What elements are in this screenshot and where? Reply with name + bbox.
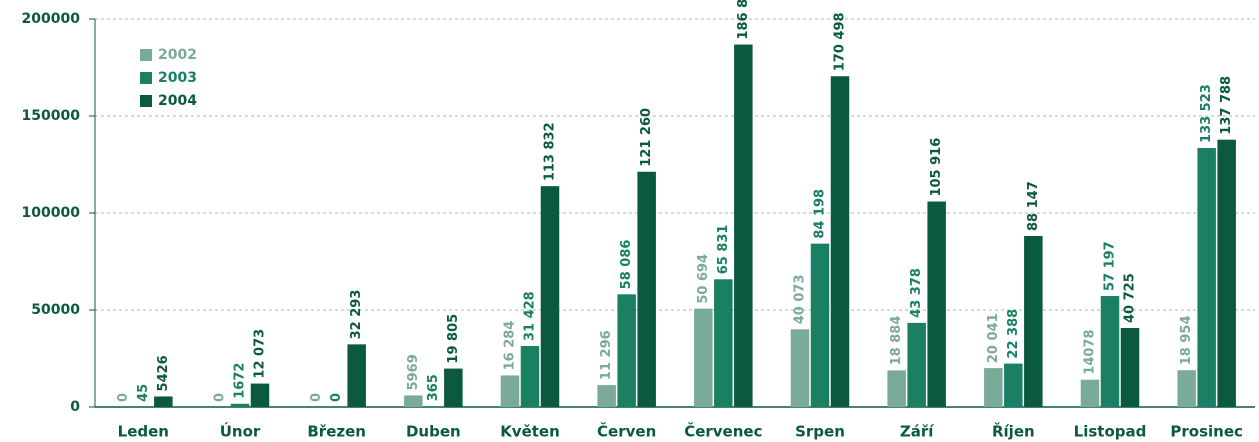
x-tick-label: Listopad <box>1074 423 1147 441</box>
x-tick-label: Leden <box>118 423 169 441</box>
legend-label: 2004 <box>158 93 197 109</box>
bar <box>230 403 250 407</box>
value-label: 43 378 <box>909 268 924 318</box>
bar <box>1197 147 1216 407</box>
value-label: 186 835 <box>736 0 751 40</box>
bar <box>347 344 366 407</box>
value-label: 12 073 <box>253 329 268 379</box>
x-tick-label: Únor <box>220 422 261 441</box>
value-label: 40 725 <box>1123 273 1138 323</box>
bar <box>694 308 713 407</box>
value-label: 22 388 <box>1006 309 1021 359</box>
bar <box>404 395 423 407</box>
legend-swatch <box>140 49 152 61</box>
value-label: 1672 <box>233 363 248 399</box>
legend-label: 2002 <box>158 47 197 63</box>
value-label: 50 694 <box>696 254 711 304</box>
bar <box>887 370 906 407</box>
bar <box>927 201 946 407</box>
value-label: 19 805 <box>446 314 461 364</box>
x-tick-label: Říjen <box>992 422 1035 441</box>
y-tick-label: 50000 <box>31 302 80 318</box>
bar <box>1080 379 1100 407</box>
value-label: 45 <box>136 384 151 402</box>
value-label: 11 296 <box>599 330 614 380</box>
value-label: 121 260 <box>639 108 654 167</box>
bar <box>907 322 926 407</box>
value-label: 16 284 <box>503 321 518 371</box>
value-label: 31 428 <box>523 291 538 341</box>
bar <box>520 346 540 407</box>
bar <box>1120 327 1140 407</box>
value-label: 113 832 <box>543 122 558 181</box>
value-label: 0 <box>116 393 131 402</box>
x-tick-label: Září <box>900 423 934 441</box>
value-label: 18 884 <box>889 316 904 366</box>
bar <box>830 76 850 407</box>
value-label: 65 831 <box>716 225 731 275</box>
value-label: 133 523 <box>1199 84 1214 143</box>
bar <box>1024 235 1043 407</box>
bar <box>500 375 520 407</box>
bar <box>1004 363 1023 407</box>
value-label: 14078 <box>1083 329 1098 374</box>
value-label: 365 <box>426 374 441 401</box>
value-label: 84 198 <box>813 189 828 239</box>
value-label: 18 954 <box>1179 315 1194 365</box>
x-tick-label: Květen <box>500 423 560 441</box>
y-tick-label: 100000 <box>22 205 81 221</box>
value-label: 5426 <box>156 355 171 391</box>
value-label: 20 041 <box>986 313 1001 363</box>
bar <box>810 243 830 407</box>
value-label: 137 788 <box>1219 76 1234 135</box>
y-tick-label: 200000 <box>22 11 81 27</box>
bar <box>540 186 560 407</box>
x-tick-label: Červen <box>597 422 656 441</box>
x-tick-label: Duben <box>406 423 461 441</box>
x-tick-label: Červenec <box>684 422 762 441</box>
bar <box>154 396 173 407</box>
legend-swatch <box>140 72 152 84</box>
bar <box>444 368 463 407</box>
x-tick-label: Prosinec <box>1170 423 1243 441</box>
value-label: 0 <box>309 393 324 402</box>
value-label: 32 293 <box>349 290 364 340</box>
bar <box>597 385 616 407</box>
value-label: 0 <box>213 393 228 402</box>
bar <box>984 368 1003 407</box>
bar <box>734 44 753 407</box>
bar <box>637 171 656 407</box>
bar <box>1100 296 1120 407</box>
value-label: 58 086 <box>619 240 634 290</box>
y-tick-label: 150000 <box>22 108 81 124</box>
bar <box>790 329 810 407</box>
value-label: 88 147 <box>1026 181 1041 231</box>
value-label: 105 916 <box>929 138 944 197</box>
bar <box>714 279 733 407</box>
value-label: 57 197 <box>1103 241 1118 291</box>
value-label: 170 498 <box>833 12 848 71</box>
legend-swatch <box>140 95 152 107</box>
y-tick-label: 0 <box>70 399 80 415</box>
bar <box>1177 370 1196 407</box>
legend-label: 2003 <box>158 70 197 86</box>
bar <box>424 406 443 407</box>
bar <box>1217 139 1236 407</box>
bar <box>617 294 636 407</box>
value-label: 5969 <box>406 354 421 390</box>
value-label: 40 073 <box>793 274 808 324</box>
bar <box>250 383 270 407</box>
x-tick-label: Březen <box>307 423 366 441</box>
x-tick-label: Srpen <box>795 423 845 441</box>
value-label: 0 <box>329 393 344 402</box>
